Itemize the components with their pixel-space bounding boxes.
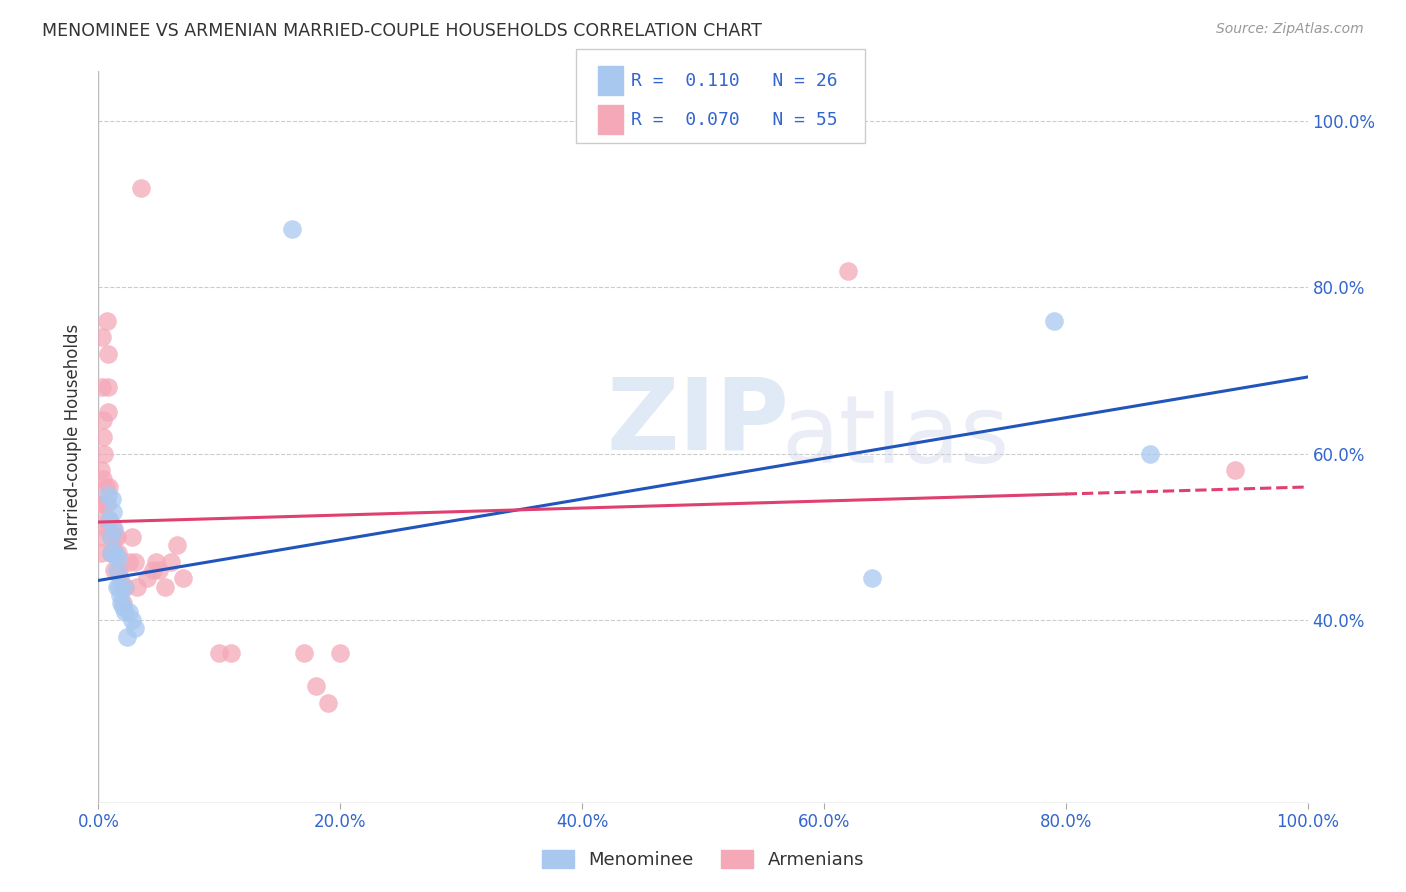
Point <box>94 480 117 494</box>
Point <box>90 546 112 560</box>
Point <box>118 555 141 569</box>
Point <box>90 463 112 477</box>
Point <box>148 563 170 577</box>
Point <box>208 646 231 660</box>
Point <box>97 488 120 502</box>
Point <box>124 555 146 569</box>
Text: atlas: atlas <box>782 391 1010 483</box>
Point <box>105 563 128 577</box>
Point <box>96 497 118 511</box>
Point <box>93 447 115 461</box>
Point <box>1139 447 1161 461</box>
Point <box>100 546 122 560</box>
Point <box>1223 463 1246 477</box>
Point <box>837 264 859 278</box>
Point <box>142 563 165 577</box>
Y-axis label: Married-couple Households: Married-couple Households <box>65 324 83 550</box>
Point <box>93 497 115 511</box>
Point <box>108 588 131 602</box>
Point <box>96 314 118 328</box>
Point <box>108 571 131 585</box>
Point <box>100 546 122 560</box>
Text: R =  0.110   N = 26: R = 0.110 N = 26 <box>631 71 838 89</box>
Point <box>160 555 183 569</box>
Point <box>97 347 120 361</box>
Point <box>111 596 134 610</box>
Point <box>107 550 129 565</box>
Point <box>281 222 304 236</box>
Point <box>98 513 121 527</box>
Point <box>103 563 125 577</box>
Point <box>117 630 139 644</box>
Point <box>91 472 114 486</box>
Point <box>93 530 115 544</box>
Point <box>135 571 157 585</box>
Point <box>98 480 121 494</box>
Point <box>292 646 315 660</box>
Point <box>91 430 114 444</box>
Point <box>100 530 122 544</box>
Point <box>103 521 125 535</box>
Point <box>107 546 129 560</box>
Text: MENOMINEE VS ARMENIAN MARRIED-COUPLE HOUSEHOLDS CORRELATION CHART: MENOMINEE VS ARMENIAN MARRIED-COUPLE HOU… <box>42 22 762 40</box>
Point <box>153 580 176 594</box>
Point <box>91 330 114 344</box>
Text: ZIP: ZIP <box>606 374 789 471</box>
Legend: Menominee, Armenians: Menominee, Armenians <box>533 840 873 878</box>
Point <box>129 180 152 194</box>
Point <box>100 530 122 544</box>
Point <box>112 580 135 594</box>
Point <box>114 605 136 619</box>
Text: R =  0.070   N = 55: R = 0.070 N = 55 <box>631 111 838 128</box>
Point <box>103 546 125 560</box>
Point <box>329 646 352 660</box>
Point <box>97 380 120 394</box>
Point <box>91 380 114 394</box>
Point <box>121 530 143 544</box>
Point <box>98 513 121 527</box>
Point <box>96 521 118 535</box>
Point <box>110 596 132 610</box>
Point <box>118 605 141 619</box>
Point <box>124 621 146 635</box>
Point <box>97 405 120 419</box>
Point <box>104 530 127 544</box>
Text: Source: ZipAtlas.com: Source: ZipAtlas.com <box>1216 22 1364 37</box>
Point <box>166 538 188 552</box>
Point <box>108 580 131 594</box>
Point <box>221 646 243 660</box>
Point <box>860 571 883 585</box>
Point <box>94 513 117 527</box>
Point <box>145 555 167 569</box>
Point <box>89 497 111 511</box>
Point <box>114 580 136 594</box>
Point <box>105 580 128 594</box>
Point <box>104 546 127 560</box>
Point <box>121 613 143 627</box>
Point <box>100 546 122 560</box>
Point <box>305 680 328 694</box>
Point <box>316 696 339 710</box>
Point <box>1042 314 1064 328</box>
Point <box>108 563 131 577</box>
Point <box>105 530 128 544</box>
Point <box>91 413 114 427</box>
Point <box>101 505 124 519</box>
Point <box>127 580 149 594</box>
Point <box>111 600 134 615</box>
Point <box>100 492 122 507</box>
Point <box>172 571 194 585</box>
Point <box>101 521 124 535</box>
